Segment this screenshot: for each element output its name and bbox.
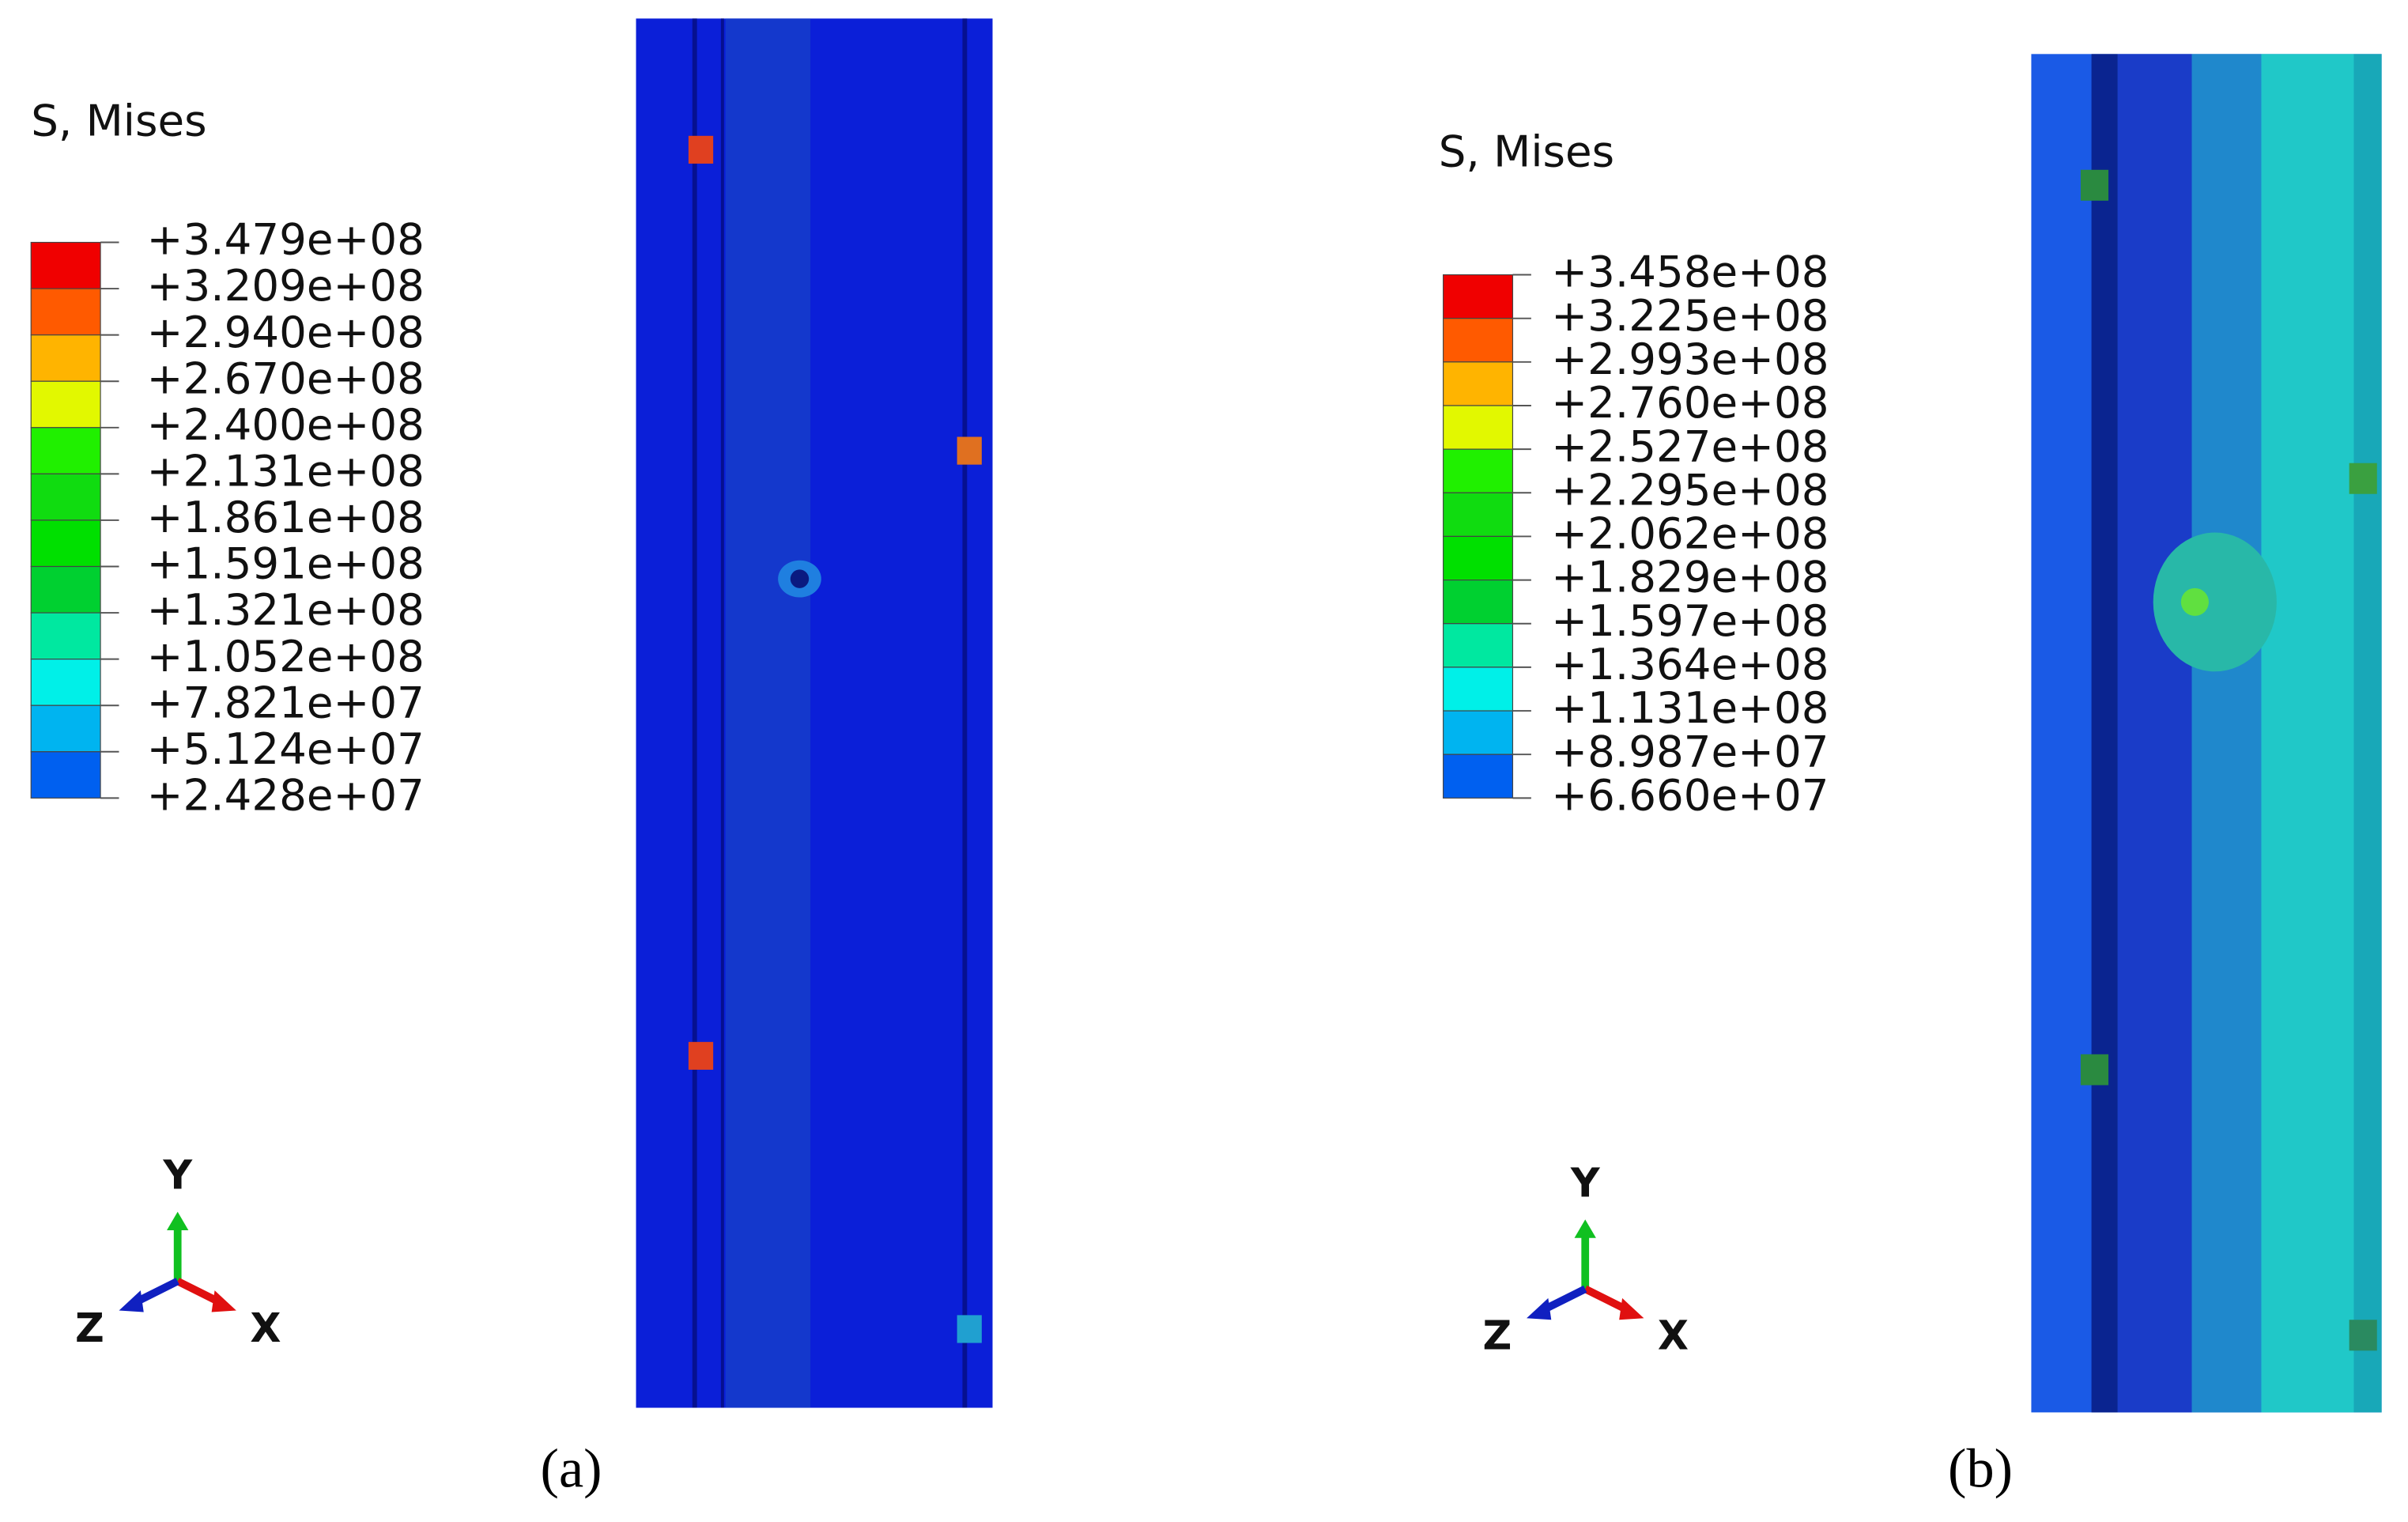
- legend-label: +1.591e+08: [147, 538, 425, 589]
- axis-y-head: [1574, 1219, 1596, 1238]
- legend-label: +1.597e+08: [1551, 595, 1829, 646]
- legend-band: [30, 288, 101, 336]
- legend-label: +1.364e+08: [1551, 639, 1829, 689]
- legend-label: +2.400e+08: [147, 399, 425, 450]
- legend-label: +2.527e+08: [1551, 421, 1829, 471]
- axis-label-z: Z: [75, 1305, 104, 1351]
- legend-label: +2.062e+08: [1551, 508, 1829, 559]
- legend-band: [30, 473, 101, 521]
- notch: [957, 436, 982, 465]
- legend-band: [30, 427, 101, 474]
- legend-label: +5.124e+07: [147, 723, 425, 774]
- model-stripe: [2117, 54, 2192, 1413]
- notch: [688, 135, 714, 164]
- notch: [2349, 1320, 2377, 1351]
- model-a: [636, 18, 993, 1408]
- legend-label: +1.131e+08: [1551, 682, 1829, 733]
- legend-band: [1443, 753, 1514, 799]
- legend-band: [30, 565, 101, 614]
- model-stripe: [2091, 54, 2118, 1413]
- model-stripe: [2191, 54, 2262, 1413]
- legend-band: [1443, 535, 1514, 581]
- legend-band: [30, 704, 101, 753]
- caption: (a): [541, 1438, 602, 1500]
- legend-band: [1443, 492, 1514, 538]
- axis-y-head: [167, 1211, 189, 1231]
- hole-zone: [2153, 532, 2277, 672]
- legend-band: [1443, 623, 1514, 668]
- model-stripe: [2353, 54, 2382, 1413]
- legend-band: [30, 519, 101, 568]
- notch: [2080, 1054, 2109, 1086]
- legend-band: [30, 241, 101, 289]
- legend-label: +8.987e+07: [1551, 726, 1829, 776]
- axis-label-z: Z: [1483, 1312, 1512, 1359]
- legend-label: +1.829e+08: [1551, 552, 1829, 602]
- axis-label-y: Y: [162, 1152, 193, 1199]
- axis-label-x: X: [1658, 1312, 1689, 1359]
- legend-band: [30, 659, 101, 706]
- legend-label: +3.458e+08: [1551, 247, 1829, 297]
- legend-label: +1.861e+08: [147, 492, 425, 542]
- axis-x-head: [211, 1290, 236, 1312]
- notch: [957, 1315, 982, 1343]
- legend: S, Mises+3.458e+08+3.225e+08+2.993e+08+2…: [1439, 126, 1829, 820]
- model-stripe: [725, 18, 811, 1408]
- legend-label: +1.052e+08: [147, 631, 425, 682]
- axis-x-head: [1619, 1297, 1644, 1320]
- axis-z-head: [1527, 1297, 1552, 1320]
- legend-band: [30, 380, 101, 429]
- legend-band: [1443, 448, 1514, 493]
- legend-band: [30, 751, 101, 799]
- legend-band: [30, 334, 101, 382]
- notch: [2080, 169, 2109, 201]
- legend-label: +1.321e+08: [147, 584, 425, 635]
- model-body: [636, 18, 993, 1408]
- legend-label: +7.821e+07: [147, 677, 425, 727]
- model-stripe: [2261, 54, 2354, 1413]
- legend-label: +2.131e+08: [147, 445, 425, 496]
- legend: S, Mises+3.479e+08+3.209e+08+2.940e+08+2…: [30, 95, 425, 820]
- axis-triad: Y Z X: [75, 1152, 281, 1351]
- legend-band: [30, 612, 101, 660]
- notch: [2349, 463, 2377, 494]
- axis-z-head: [119, 1290, 144, 1312]
- legend-title: S, Mises: [1439, 126, 1614, 176]
- legend-label: +3.209e+08: [147, 260, 425, 311]
- model-b: [2031, 54, 2382, 1413]
- axis-label-x: X: [250, 1305, 281, 1351]
- legend-label: +3.479e+08: [147, 214, 425, 265]
- legend-label: +2.760e+08: [1551, 377, 1829, 428]
- legend-label: +2.428e+07: [147, 769, 425, 820]
- notch: [688, 1041, 714, 1070]
- legend-band: [1443, 580, 1514, 625]
- caption: (b): [1948, 1438, 2013, 1500]
- legend-band: [1443, 710, 1514, 755]
- legend-label: +2.993e+08: [1551, 334, 1829, 384]
- axis-triad: Y Z X: [1483, 1159, 1689, 1358]
- legend-band: [1443, 318, 1514, 363]
- legend-band: [1443, 405, 1514, 450]
- axis-label-y: Y: [1570, 1159, 1601, 1206]
- hole: [790, 569, 810, 588]
- legend-title: S, Mises: [31, 95, 206, 145]
- legend-band: [1443, 274, 1514, 319]
- legend-label: +2.670e+08: [147, 353, 425, 403]
- legend-band: [1443, 361, 1514, 406]
- legend-label: +3.225e+08: [1551, 290, 1829, 341]
- hole: [2180, 587, 2209, 616]
- legend-label: +6.660e+07: [1551, 769, 1829, 820]
- legend-label: +2.940e+08: [147, 307, 425, 357]
- legend-band: [1443, 667, 1514, 712]
- legend-label: +2.295e+08: [1551, 464, 1829, 515]
